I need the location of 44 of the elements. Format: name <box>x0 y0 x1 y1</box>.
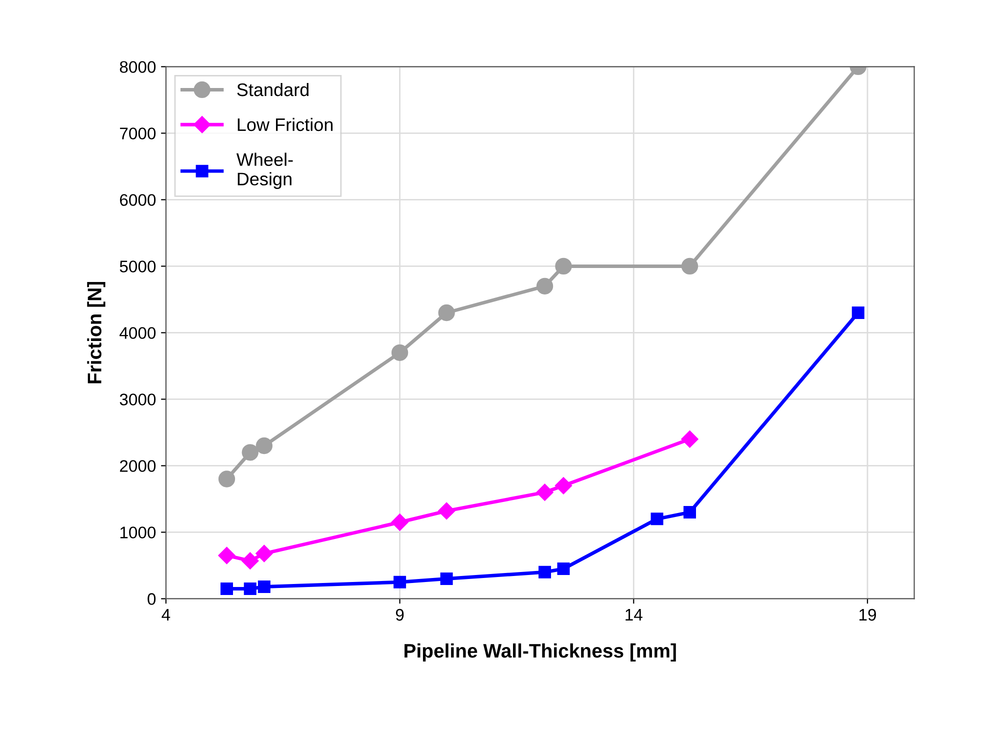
point <box>650 512 664 526</box>
point <box>681 430 698 448</box>
point <box>244 582 256 596</box>
point <box>256 437 273 454</box>
legend-label: Standard <box>237 82 308 96</box>
x-tick-label: 4 <box>162 609 170 621</box>
point <box>555 258 572 275</box>
y-axis-title: Friction [N] <box>87 282 106 384</box>
legend-label: Low Friction <box>238 118 333 132</box>
point <box>536 484 554 501</box>
point <box>242 444 258 461</box>
point <box>852 306 864 320</box>
x-tick-label: 14 <box>626 609 642 621</box>
point <box>557 562 570 576</box>
point <box>391 514 408 531</box>
point <box>218 546 236 564</box>
point <box>258 580 270 594</box>
y-tick-label: 6000 <box>120 194 156 206</box>
y-tick-label: 3000 <box>120 394 156 406</box>
y-tick-label: 7000 <box>120 128 156 140</box>
x-tick-label: 19 <box>859 608 876 621</box>
point <box>554 477 572 494</box>
point <box>438 304 455 322</box>
point <box>242 552 259 570</box>
y-tick-label: 2000 <box>120 460 156 472</box>
y-tick-label: 4000 <box>120 327 156 339</box>
point <box>394 576 406 588</box>
legend-label: Wheel- Design <box>236 152 293 189</box>
point <box>536 278 554 294</box>
x-tick-label: 9 <box>396 608 404 621</box>
point <box>218 470 236 488</box>
y-tick-label: 5000 <box>120 260 156 272</box>
point <box>440 572 453 586</box>
point <box>391 344 408 361</box>
y-tick-label: 0 <box>148 593 156 605</box>
y-tick-label: 8000 <box>120 61 156 73</box>
point <box>438 502 456 520</box>
point <box>684 506 696 519</box>
point <box>538 566 552 578</box>
point <box>220 582 234 596</box>
y-tick-label: 1000 <box>120 526 156 538</box>
x-axis-title: Pipeline Wall-Thickness [mm] <box>404 643 676 662</box>
point <box>681 258 698 275</box>
point <box>256 544 273 562</box>
